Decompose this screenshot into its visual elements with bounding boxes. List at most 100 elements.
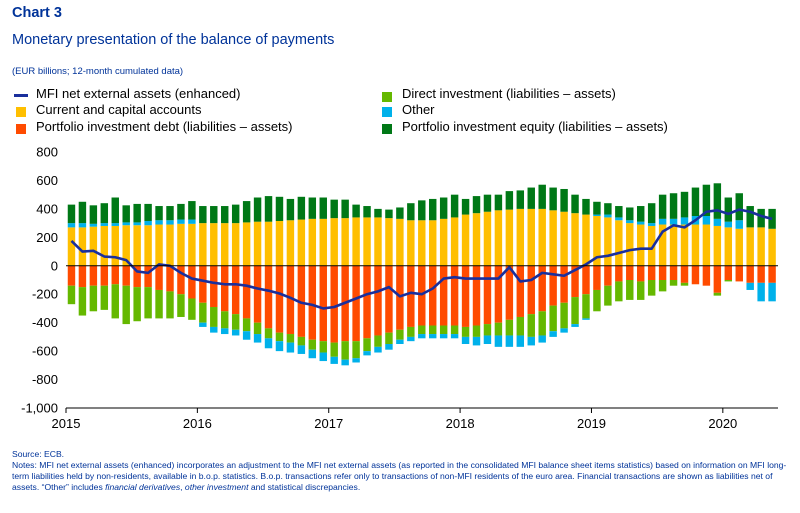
bar-equity-30: [396, 207, 403, 218]
bar-current-19: [276, 221, 283, 266]
bar-current-61: [736, 229, 743, 266]
bar-direct-43: [538, 311, 545, 335]
bar-equity-45: [560, 189, 567, 212]
bar-direct-49: [604, 286, 611, 306]
bar-other-53: [648, 223, 655, 226]
bar-other-38: [484, 335, 491, 344]
bar-debt-17: [254, 266, 261, 323]
bar-equity-53: [648, 203, 655, 223]
bar-debt-40: [506, 266, 513, 320]
bar-direct-38: [484, 324, 491, 335]
bar-other-19: [276, 341, 283, 351]
bar-current-31: [407, 220, 414, 266]
bar-debt-5: [122, 266, 129, 286]
bar-debt-31: [407, 266, 414, 327]
bar-current-56: [681, 225, 688, 266]
bar-debt-51: [626, 266, 633, 280]
bar-debt-52: [637, 266, 644, 282]
bar-equity-56: [681, 192, 688, 218]
bar-current-57: [692, 225, 699, 266]
bar-current-33: [429, 220, 436, 266]
x-tick-label: 2019: [577, 416, 606, 431]
bar-other-23: [320, 353, 327, 362]
bar-current-8: [155, 225, 162, 266]
bar-debt-35: [451, 266, 458, 326]
bar-other-24: [330, 357, 337, 364]
bar-debt-26: [352, 266, 359, 341]
bar-debt-29: [385, 266, 392, 333]
bar-current-47: [582, 215, 589, 266]
bar-direct-25: [341, 341, 348, 359]
bar-debt-55: [670, 266, 677, 280]
bar-equity-17: [254, 198, 261, 222]
bar-equity-2: [90, 205, 97, 223]
bar-equity-51: [626, 207, 633, 220]
bar-equity-31: [407, 203, 414, 220]
bar-other-17: [254, 334, 261, 343]
bar-debt-60: [725, 266, 732, 280]
bar-current-32: [418, 220, 425, 266]
bar-current-41: [517, 209, 524, 266]
bar-debt-9: [166, 266, 173, 292]
bar-debt-0: [68, 266, 75, 286]
bar-current-12: [199, 223, 206, 266]
bar-direct-0: [68, 286, 75, 304]
bar-debt-47: [582, 266, 589, 294]
bar-other-42: [528, 337, 535, 346]
bar-direct-26: [352, 341, 359, 358]
bar-other-20: [287, 343, 294, 353]
bar-other-3: [101, 223, 108, 226]
bar-direct-56: [681, 283, 688, 286]
bar-other-54: [659, 219, 666, 225]
bar-debt-1: [79, 266, 86, 287]
bar-debt-37: [473, 266, 480, 326]
bar-equity-50: [615, 206, 622, 217]
bar-current-46: [571, 213, 578, 266]
bar-other-45: [560, 328, 567, 332]
footer: Source: ECB. Notes: MFI net external ass…: [12, 449, 792, 493]
bar-direct-59: [714, 293, 721, 296]
bar-equity-14: [221, 206, 228, 223]
bar-current-27: [363, 217, 370, 265]
bar-equity-44: [549, 188, 556, 211]
bar-other-9: [166, 220, 173, 224]
bar-current-62: [746, 227, 753, 265]
bar-debt-59: [714, 266, 721, 293]
bar-other-34: [440, 334, 447, 338]
bar-current-6: [133, 225, 140, 266]
bar-debt-16: [243, 266, 250, 319]
bar-direct-27: [363, 338, 370, 351]
bar-equity-15: [232, 205, 239, 223]
bar-equity-54: [659, 195, 666, 219]
bar-debt-36: [462, 266, 469, 327]
bar-debt-22: [309, 266, 316, 340]
bar-equity-10: [177, 204, 184, 220]
bar-other-60: [725, 222, 732, 228]
bar-debt-24: [330, 266, 337, 343]
bar-current-15: [232, 223, 239, 266]
bar-equity-8: [155, 206, 162, 220]
bar-equity-16: [243, 201, 250, 222]
bar-direct-51: [626, 280, 633, 300]
bar-current-7: [144, 225, 151, 266]
y-tick-label: -800: [32, 372, 58, 387]
bar-equity-55: [670, 193, 677, 219]
bar-other-40: [506, 335, 513, 346]
bar-equity-25: [341, 200, 348, 218]
bar-direct-46: [571, 297, 578, 324]
bar-direct-20: [287, 334, 294, 343]
bar-direct-42: [528, 314, 535, 337]
bar-current-17: [254, 222, 261, 266]
bar-equity-36: [462, 199, 469, 215]
bar-current-64: [768, 229, 775, 266]
bar-equity-3: [101, 203, 108, 223]
bar-current-4: [112, 226, 119, 266]
bar-equity-24: [330, 200, 337, 218]
bar-direct-2: [90, 286, 97, 312]
bar-other-10: [177, 220, 184, 224]
bar-other-31: [407, 337, 414, 341]
bar-current-50: [615, 220, 622, 266]
bar-direct-40: [506, 320, 513, 336]
bar-debt-33: [429, 266, 436, 326]
notes-em-1: financial derivatives: [105, 482, 180, 492]
